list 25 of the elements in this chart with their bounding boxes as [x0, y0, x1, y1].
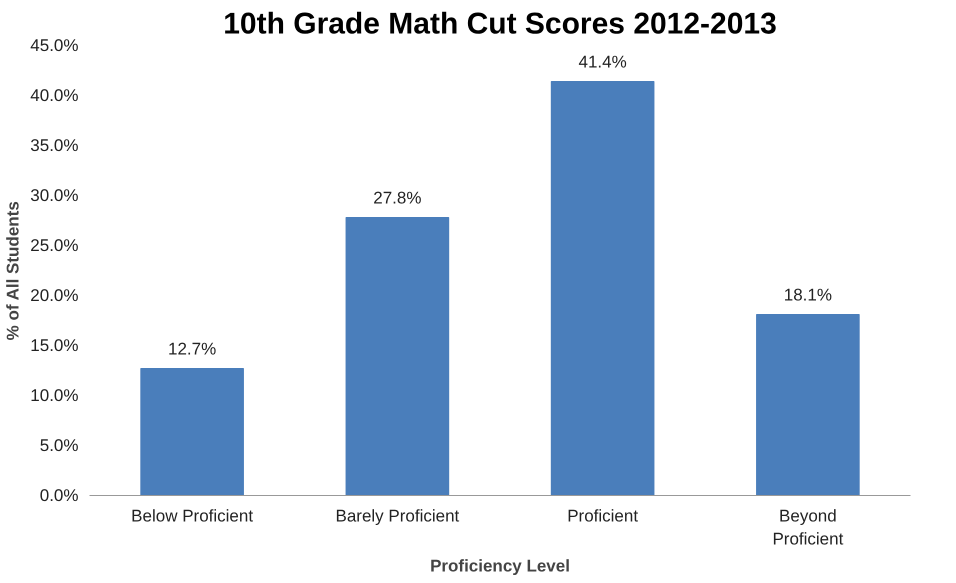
y-axis-title: % of All Students	[3, 201, 22, 340]
y-tick-label: 10.0%	[30, 386, 78, 405]
y-tick-label: 40.0%	[30, 86, 78, 105]
data-label: 12.7%	[168, 340, 216, 358]
x-tick-label: Proficient	[567, 506, 638, 526]
y-tick-label: 0.0%	[40, 486, 78, 505]
chart-title: 10th Grade Math Cut Scores 2012-2013	[223, 8, 777, 40]
x-tick-label: Below Proficient	[131, 506, 254, 526]
y-tick-label: 30.0%	[30, 186, 78, 205]
bar	[140, 368, 244, 496]
y-tick-label: 45.0%	[30, 36, 78, 55]
y-tick-label: 15.0%	[30, 336, 78, 355]
data-label: 27.8%	[373, 188, 422, 208]
x-tick-label: Beyond Proficient	[772, 506, 844, 548]
x-axis-title: Proficiency Level	[430, 556, 570, 576]
x-tick-label: Barely Proficient	[335, 506, 460, 526]
y-tick-label: 25.0%	[30, 236, 78, 255]
bar	[756, 314, 860, 496]
data-label: 41.4%	[578, 52, 627, 72]
bar	[346, 217, 450, 496]
data-label: 18.1%	[784, 286, 832, 304]
y-tick-label: 20.0%	[30, 286, 78, 305]
y-tick-label: 5.0%	[40, 436, 78, 455]
y-tick-label: 35.0%	[30, 136, 78, 155]
bar	[550, 81, 654, 496]
